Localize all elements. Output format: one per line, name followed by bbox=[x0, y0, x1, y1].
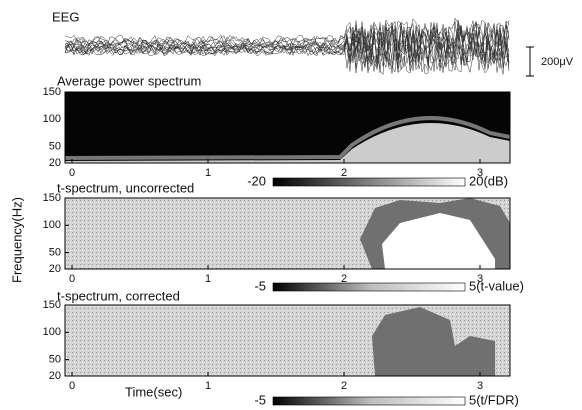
x-tick-label: 3 bbox=[477, 167, 483, 179]
eeg-trace bbox=[64, 23, 510, 72]
colorbar-max: 20(dB) bbox=[469, 173, 508, 188]
x-tick-label: 1 bbox=[205, 273, 211, 285]
colorbar bbox=[272, 396, 466, 406]
eeg-label: EEG bbox=[52, 9, 79, 24]
x-tick-label: 1 bbox=[205, 380, 211, 392]
y-tick-label: 150 bbox=[43, 192, 61, 204]
x-tick-label: 2 bbox=[341, 273, 347, 285]
colorbar-min: -20 bbox=[247, 173, 266, 188]
x-tick-label: 2 bbox=[341, 167, 347, 179]
y-axis-label: Frequency(Hz) bbox=[9, 197, 24, 283]
scale-bar-label: 200μV bbox=[541, 56, 574, 68]
eeg-traces bbox=[64, 17, 510, 76]
colorbar-min: -5 bbox=[254, 278, 266, 293]
colorbar bbox=[272, 282, 466, 292]
spectrogram-frame bbox=[64, 197, 511, 270]
colorbar-max: 5(t-value) bbox=[469, 278, 524, 293]
significant-region bbox=[382, 213, 495, 269]
eeg-trace bbox=[64, 27, 510, 76]
spectrogram-frame bbox=[64, 304, 511, 377]
y-tick-label: 100 bbox=[43, 219, 61, 231]
power-region bbox=[64, 116, 511, 160]
x-axis-label: Time(sec) bbox=[125, 384, 182, 399]
eeg-trace bbox=[64, 20, 510, 69]
y-tick-label: 150 bbox=[43, 86, 61, 98]
x-tick-label: 0 bbox=[69, 167, 75, 179]
y-tick-label: 20 bbox=[49, 157, 61, 169]
y-tick-label: 100 bbox=[43, 113, 61, 125]
panel-title: t-spectrum, uncorrected bbox=[57, 180, 194, 195]
y-tick-label: 20 bbox=[49, 370, 61, 382]
y-tick-label: 150 bbox=[43, 299, 61, 311]
x-tick-label: 3 bbox=[477, 273, 483, 285]
x-tick-label: 0 bbox=[69, 380, 75, 392]
y-tick-label: 50 bbox=[49, 247, 61, 259]
colorbar-max: 5(t/FDR) bbox=[469, 392, 519, 407]
x-tick-label: 0 bbox=[69, 273, 75, 285]
y-tick-label: 50 bbox=[49, 141, 61, 153]
colorbar bbox=[272, 177, 466, 187]
spectrogram-frame bbox=[64, 91, 511, 164]
y-tick-label: 20 bbox=[49, 263, 61, 275]
panel-title: Average power spectrum bbox=[57, 73, 201, 88]
power-region bbox=[65, 123, 510, 163]
x-tick-label: 3 bbox=[477, 380, 483, 392]
eeg-trace bbox=[64, 18, 510, 64]
y-tick-label: 50 bbox=[49, 354, 61, 366]
colorbar-min: -5 bbox=[254, 392, 266, 407]
significant-region bbox=[372, 307, 495, 376]
y-tick-label: 100 bbox=[43, 326, 61, 338]
x-tick-label: 2 bbox=[341, 380, 347, 392]
panel-title: t-spectrum, corrected bbox=[57, 288, 180, 303]
x-tick-label: 1 bbox=[205, 167, 211, 179]
eeg-trace bbox=[64, 17, 510, 66]
eeg-trace bbox=[64, 24, 510, 72]
